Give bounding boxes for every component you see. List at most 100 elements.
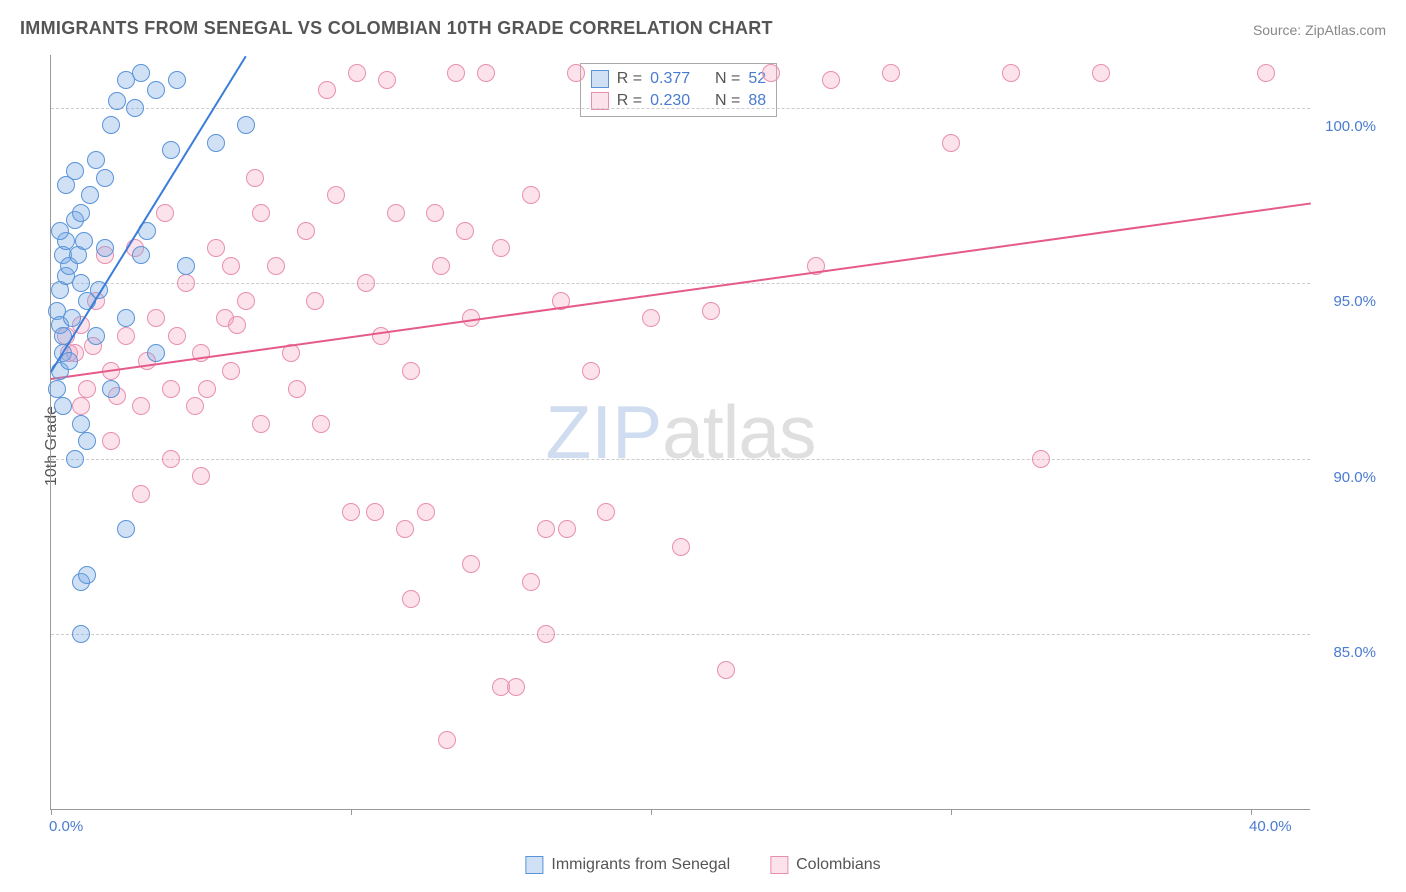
senegal-point [81, 186, 99, 204]
source-label: Source: [1253, 22, 1305, 38]
colombians-point [438, 731, 456, 749]
colombians-point [252, 204, 270, 222]
gridline [51, 283, 1310, 284]
colombians-point [882, 64, 900, 82]
colombians-point [1257, 64, 1275, 82]
senegal-point [87, 327, 105, 345]
senegal-point [117, 309, 135, 327]
colombians-point [396, 520, 414, 538]
colombians-point [672, 538, 690, 556]
senegal-point [237, 116, 255, 134]
senegal-point [168, 71, 186, 89]
y-tick-label: 95.0% [1333, 293, 1376, 310]
colombians-point [237, 292, 255, 310]
legend-label-colombians: Colombians [796, 856, 880, 874]
x-tick [651, 809, 652, 815]
senegal-point [177, 257, 195, 275]
colombians-point [597, 503, 615, 521]
colombians-point [1032, 450, 1050, 468]
senegal-point [72, 625, 90, 643]
colombians-point [378, 71, 396, 89]
senegal-point [126, 99, 144, 117]
chart-container: IMMIGRANTS FROM SENEGAL VS COLOMBIAN 10T… [0, 0, 1406, 892]
colombians-point [207, 239, 225, 257]
colombians-point [252, 415, 270, 433]
colombians-point [762, 64, 780, 82]
x-tick [351, 809, 352, 815]
colombians-point [717, 661, 735, 679]
r-label-senegal: R = [617, 70, 642, 88]
senegal-point [147, 81, 165, 99]
watermark: ZIPatlas [545, 389, 815, 475]
watermark-prefix: ZIP [545, 390, 662, 474]
gridline [51, 634, 1310, 635]
colombians-point [522, 573, 540, 591]
senegal-point [78, 432, 96, 450]
y-tick-label: 85.0% [1333, 644, 1376, 661]
senegal-point [102, 116, 120, 134]
colombians-point [147, 309, 165, 327]
colombians-point [306, 292, 324, 310]
colombians-point [417, 503, 435, 521]
colombians-point [117, 327, 135, 345]
colombians-point [477, 64, 495, 82]
y-tick-label: 100.0% [1325, 118, 1376, 135]
colombians-point [156, 204, 174, 222]
legend-swatch-colombians [770, 856, 788, 874]
colombians-point [942, 134, 960, 152]
legend-item-senegal: Immigrants from Senegal [525, 856, 730, 874]
colombians-point [447, 64, 465, 82]
colombians-point [186, 397, 204, 415]
colombians-point [342, 503, 360, 521]
chart-title: IMMIGRANTS FROM SENEGAL VS COLOMBIAN 10T… [20, 18, 773, 39]
colombians-point [456, 222, 474, 240]
colombians-trend-line [51, 202, 1311, 380]
senegal-point [51, 222, 69, 240]
senegal-point [96, 169, 114, 187]
plot-area: ZIPatlas R = 0.377 N = 52 R = 0.230 N = … [50, 55, 1310, 810]
x-tick-label: 40.0% [1249, 818, 1292, 835]
colombians-point [327, 186, 345, 204]
colombians-point [558, 520, 576, 538]
stats-row-colombians: R = 0.230 N = 88 [591, 90, 766, 112]
senegal-point [72, 415, 90, 433]
colombians-point [702, 302, 720, 320]
colombians-point [432, 257, 450, 275]
colombians-point [426, 204, 444, 222]
y-tick-label: 90.0% [1333, 469, 1376, 486]
senegal-point [48, 380, 66, 398]
legend-item-colombians: Colombians [770, 856, 880, 874]
legend-swatch-senegal [525, 856, 543, 874]
senegal-point [87, 151, 105, 169]
colombians-point [537, 520, 555, 538]
colombians-point [318, 81, 336, 99]
colombians-point [162, 380, 180, 398]
watermark-suffix: atlas [662, 390, 815, 474]
senegal-point [66, 162, 84, 180]
colombians-point [492, 239, 510, 257]
colombians-point [366, 503, 384, 521]
senegal-point [102, 380, 120, 398]
colombians-point [246, 169, 264, 187]
gridline [51, 459, 1310, 460]
bottom-legend: Immigrants from Senegal Colombians [525, 856, 880, 874]
colombians-point [192, 467, 210, 485]
colombians-point [102, 432, 120, 450]
senegal-point [72, 274, 90, 292]
stats-row-senegal: R = 0.377 N = 52 [591, 68, 766, 90]
x-tick-label: 0.0% [49, 818, 83, 835]
colombians-point [348, 64, 366, 82]
senegal-point [162, 141, 180, 159]
colombians-point [297, 222, 315, 240]
senegal-point [207, 134, 225, 152]
colombians-point [372, 327, 390, 345]
x-tick [1251, 809, 1252, 815]
colombians-point [822, 71, 840, 89]
colombians-point [402, 362, 420, 380]
colombians-point [267, 257, 285, 275]
stats-legend-box: R = 0.377 N = 52 R = 0.230 N = 88 [580, 63, 777, 117]
colombians-point [537, 625, 555, 643]
colombians-point [168, 327, 186, 345]
colombians-point [492, 678, 510, 696]
senegal-point [147, 344, 165, 362]
